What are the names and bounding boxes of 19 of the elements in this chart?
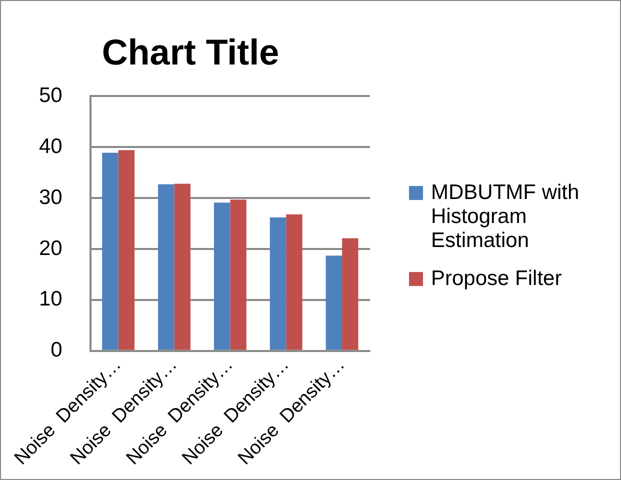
- y-tick-label: 50: [39, 84, 62, 107]
- legend-label: MDBUTMF with Histogram Estimation: [431, 181, 580, 253]
- bar: [158, 184, 174, 350]
- bar: [118, 150, 135, 350]
- y-tick-label: 20: [39, 236, 62, 260]
- bar: [270, 217, 286, 350]
- bar: [230, 200, 246, 350]
- bar: [286, 214, 302, 350]
- bar: [174, 184, 190, 350]
- bar: [214, 202, 230, 350]
- bar: [102, 152, 118, 350]
- y-tick-label: 0: [50, 338, 62, 362]
- y-tick-label: 30: [39, 186, 62, 209]
- bar: [326, 256, 342, 350]
- chart-title: Chart Title: [102, 32, 280, 73]
- y-tick-label: 10: [39, 288, 62, 311]
- legend-label: Propose Filter: [431, 267, 562, 291]
- y-tick-label: 40: [39, 134, 62, 158]
- bar: [342, 238, 358, 350]
